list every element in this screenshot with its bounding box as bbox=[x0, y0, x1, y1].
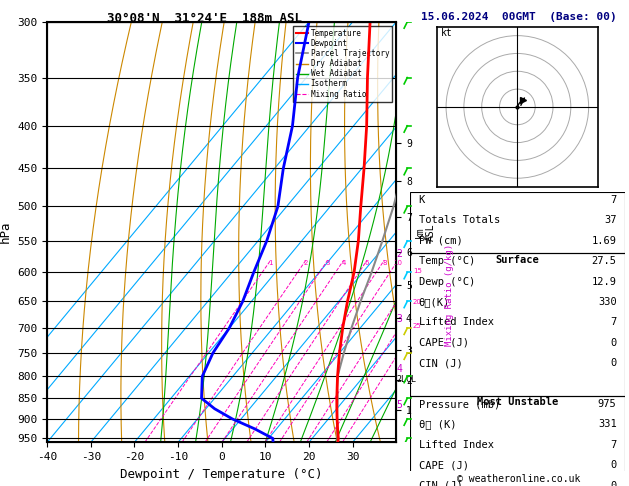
Legend: Temperature, Dewpoint, Parcel Trajectory, Dry Adiabat, Wet Adiabat, Isotherm, Mi: Temperature, Dewpoint, Parcel Trajectory… bbox=[293, 26, 392, 102]
Text: PW (cm): PW (cm) bbox=[419, 236, 462, 246]
Text: 2: 2 bbox=[396, 249, 402, 260]
Text: 5: 5 bbox=[396, 400, 402, 411]
Bar bbox=[410, 192, 625, 253]
Text: 4: 4 bbox=[342, 260, 346, 265]
Text: θᴄ (K): θᴄ (K) bbox=[419, 419, 456, 430]
Text: Temp (°C): Temp (°C) bbox=[419, 256, 475, 266]
Text: 3: 3 bbox=[325, 260, 330, 265]
Text: CIN (J): CIN (J) bbox=[419, 481, 462, 486]
Y-axis label: km
ASL: km ASL bbox=[415, 223, 437, 241]
Text: 1: 1 bbox=[269, 260, 273, 265]
Text: kt: kt bbox=[441, 28, 452, 37]
Text: 975: 975 bbox=[598, 399, 616, 409]
Text: 7: 7 bbox=[610, 195, 616, 205]
Text: 30°08'N  31°24'E  188m ASL: 30°08'N 31°24'E 188m ASL bbox=[107, 12, 302, 25]
Text: 12.9: 12.9 bbox=[592, 277, 616, 287]
Text: Surface: Surface bbox=[496, 255, 540, 264]
Text: 8: 8 bbox=[382, 260, 387, 265]
Text: 0: 0 bbox=[610, 358, 616, 368]
Text: CAPE (J): CAPE (J) bbox=[419, 338, 469, 348]
Text: 2LCL: 2LCL bbox=[396, 376, 416, 384]
Text: 15: 15 bbox=[413, 268, 422, 275]
Bar bbox=[410, 253, 625, 396]
Text: 0: 0 bbox=[610, 460, 616, 470]
Text: Pressure (mb): Pressure (mb) bbox=[419, 399, 500, 409]
Text: 0: 0 bbox=[610, 338, 616, 348]
Bar bbox=[410, 396, 625, 486]
Text: 0: 0 bbox=[610, 481, 616, 486]
Text: 7: 7 bbox=[610, 317, 616, 328]
Text: K: K bbox=[419, 195, 425, 205]
Text: 10: 10 bbox=[394, 260, 403, 265]
Text: 2: 2 bbox=[304, 260, 308, 265]
Text: Lifted Index: Lifted Index bbox=[419, 440, 494, 450]
Text: 4: 4 bbox=[396, 364, 402, 374]
Text: 37: 37 bbox=[604, 215, 616, 226]
Text: 15.06.2024  00GMT  (Base: 00): 15.06.2024 00GMT (Base: 00) bbox=[421, 12, 617, 22]
Text: Totals Totals: Totals Totals bbox=[419, 215, 500, 226]
Text: 331: 331 bbox=[598, 419, 616, 430]
Text: CIN (J): CIN (J) bbox=[419, 358, 462, 368]
Text: 1.69: 1.69 bbox=[592, 236, 616, 246]
Text: Mixing Ratio (g/kg): Mixing Ratio (g/kg) bbox=[445, 244, 454, 346]
Text: θᴄ(K): θᴄ(K) bbox=[419, 297, 450, 307]
Text: 330: 330 bbox=[598, 297, 616, 307]
Text: 25: 25 bbox=[413, 323, 421, 329]
Y-axis label: hPa: hPa bbox=[0, 221, 12, 243]
Text: 3: 3 bbox=[396, 314, 402, 324]
Text: 27.5: 27.5 bbox=[592, 256, 616, 266]
Text: 6: 6 bbox=[365, 260, 369, 265]
X-axis label: Dewpoint / Temperature (°C): Dewpoint / Temperature (°C) bbox=[121, 468, 323, 481]
Text: 7: 7 bbox=[610, 440, 616, 450]
Text: Lifted Index: Lifted Index bbox=[419, 317, 494, 328]
Text: 20: 20 bbox=[413, 299, 421, 305]
Text: Dewp (°C): Dewp (°C) bbox=[419, 277, 475, 287]
Text: © weatheronline.co.uk: © weatheronline.co.uk bbox=[457, 473, 581, 484]
Text: Most Unstable: Most Unstable bbox=[477, 398, 559, 407]
Text: CAPE (J): CAPE (J) bbox=[419, 460, 469, 470]
